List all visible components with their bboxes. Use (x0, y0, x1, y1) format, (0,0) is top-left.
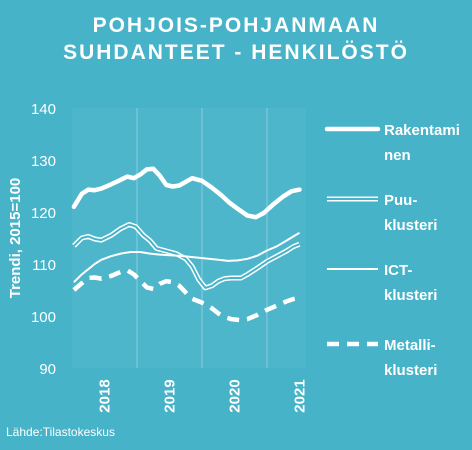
legend-label-metalliklusteri: Metalli- klusteri (384, 337, 438, 379)
chart-title: POHJOIS-POHJANMAAN SUHDANTEET - HENKILÖS… (0, 12, 472, 66)
x-tick-label-2018: 2018 (97, 379, 114, 412)
legend-label-puuklusteri: Puu- klusteri (384, 192, 438, 234)
y-tick-label-130: 130 (31, 153, 56, 170)
legend-label-ict-klusteri: ICT- klusteri (384, 262, 438, 304)
y-tick-label-120: 120 (31, 205, 56, 222)
y-tick-label-110: 110 (32, 257, 56, 274)
y-tick-label-90: 90 (39, 361, 56, 378)
x-tick-label-2019: 2019 (162, 379, 179, 412)
legend-label-rakentaminen: Rakentami nen (384, 122, 460, 164)
series-line-ict-klusteri (73, 231, 301, 283)
source-note: Lähde:Tilastokeskus (6, 425, 115, 439)
x-tick-label-2021: 2021 (292, 379, 309, 412)
series-line-rakentaminen (71, 166, 302, 220)
y-tick-label-140: 140 (31, 101, 56, 118)
title-line-2: SUHDANTEET - HENKILÖSTÖ (63, 41, 409, 64)
y-tick-label-100: 100 (31, 309, 56, 326)
series-line-puuklusteri-inner (73, 223, 300, 289)
y-axis-title: Trendi, 2015=100 (7, 178, 24, 299)
series-line-metalliklusteri (72, 267, 300, 323)
x-tick-label-2020: 2020 (227, 379, 244, 412)
title-line-1: POHJOIS-POHJANMAAN (92, 14, 380, 37)
